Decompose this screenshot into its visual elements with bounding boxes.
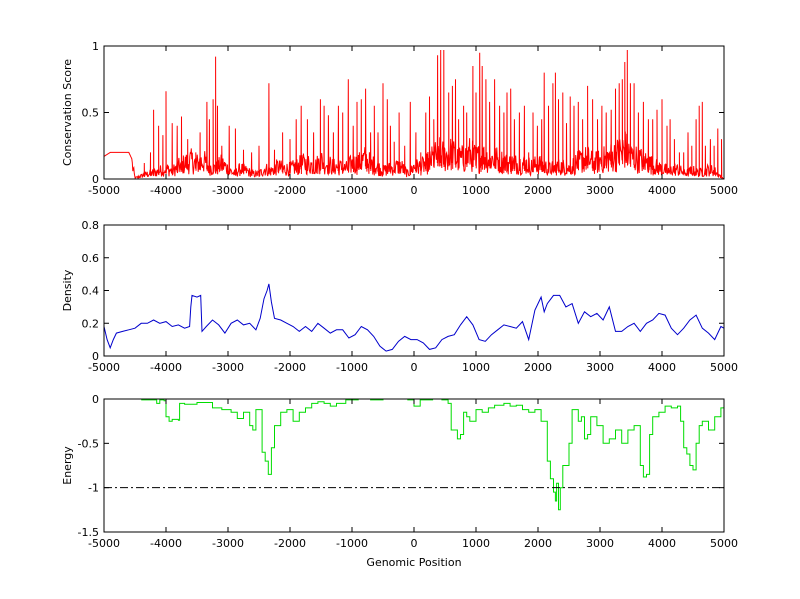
conservation-xtick-label: -4000 [150, 184, 182, 197]
density-series-group [104, 283, 724, 352]
density-xtick-label: -4000 [150, 361, 182, 374]
energy-ytick-label: -1 [88, 482, 99, 495]
energy-xtick-label: 5000 [710, 537, 738, 550]
density-xtick-label: -5000 [88, 361, 120, 374]
conservation-ylabel: Conservation Score [61, 59, 74, 166]
density-xtick-label: 0 [411, 361, 418, 374]
conservation-xtick-label: 1000 [462, 184, 490, 197]
density-ytick-label: 0.2 [82, 317, 100, 330]
density-ytick-label: 0.6 [82, 252, 100, 265]
density-panel: -5000 -4000 -3000 -2000 -1000 0 1000 2000 3000 40… [61, 219, 738, 374]
energy-ytick-label: -1.5 [78, 526, 99, 539]
energy-xtick-label: 0 [411, 537, 418, 550]
energy-xtick-label: 4000 [648, 537, 676, 550]
conservation-ytick-label: 0 [92, 173, 99, 186]
conservation-xtick-label: 2000 [524, 184, 552, 197]
conservation-xtick-label: 0 [411, 184, 418, 197]
energy-xtick-label: 3000 [586, 537, 614, 550]
energy-xtick-label: -3000 [212, 537, 244, 550]
density-series-line [104, 283, 724, 352]
conservation-xtick-label: 5000 [710, 184, 738, 197]
energy-xtick-label: -4000 [150, 537, 182, 550]
energy-ylabel: Energy [61, 446, 74, 485]
conservation-ytick-label: 1 [92, 40, 99, 53]
density-xtick-label: 2000 [524, 361, 552, 374]
density-xtick-label: -2000 [274, 361, 306, 374]
conservation-xtick-label: 3000 [586, 184, 614, 197]
energy-xtick-label: -1000 [336, 537, 368, 550]
subplot-stack: -5000 -4000 -3000 -2000 -1000 0 1000 2000 3000 40… [61, 40, 738, 569]
energy-ytick-label: 0 [92, 393, 99, 406]
density-xtick-label: -1000 [336, 361, 368, 374]
conservation-series-group [104, 49, 724, 179]
energy-xtick-label: 2000 [524, 537, 552, 550]
density-xtick-label: 5000 [710, 361, 738, 374]
energy-ytick-label: -0.5 [78, 437, 99, 450]
density-ytick-label: 0.4 [82, 285, 100, 298]
density-ylabel: Density [61, 269, 74, 311]
energy-xtick-label: 1000 [462, 537, 490, 550]
conservation-series-line [104, 49, 724, 179]
density-xtick-label: 4000 [648, 361, 676, 374]
energy-series-line [141, 399, 724, 511]
density-xtick-label: -3000 [212, 361, 244, 374]
energy-xlabel: Genomic Position [366, 556, 461, 569]
energy-series-group [141, 399, 724, 511]
conservation-xtick-label: 4000 [648, 184, 676, 197]
conservation-ytick-label: 0.5 [82, 107, 100, 120]
conservation-panel: -5000 -4000 -3000 -2000 -1000 0 1000 2000 3000 40… [61, 40, 738, 197]
density-ytick-label: 0.8 [82, 219, 100, 232]
conservation-xtick-label: -2000 [274, 184, 306, 197]
energy-xtick-label: -2000 [274, 537, 306, 550]
conservation-xtick-label: -3000 [212, 184, 244, 197]
density-xtick-label: 3000 [586, 361, 614, 374]
energy-xtick-label: -5000 [88, 537, 120, 550]
density-ytick-label: 0 [92, 350, 99, 363]
energy-panel: -5000 -4000 -3000 -2000 -1000 0 1000 2000 3000 40… [61, 393, 738, 569]
density-xtick-label: 1000 [462, 361, 490, 374]
conservation-xtick-label: -5000 [88, 184, 120, 197]
conservation-xtick-label: -1000 [336, 184, 368, 197]
